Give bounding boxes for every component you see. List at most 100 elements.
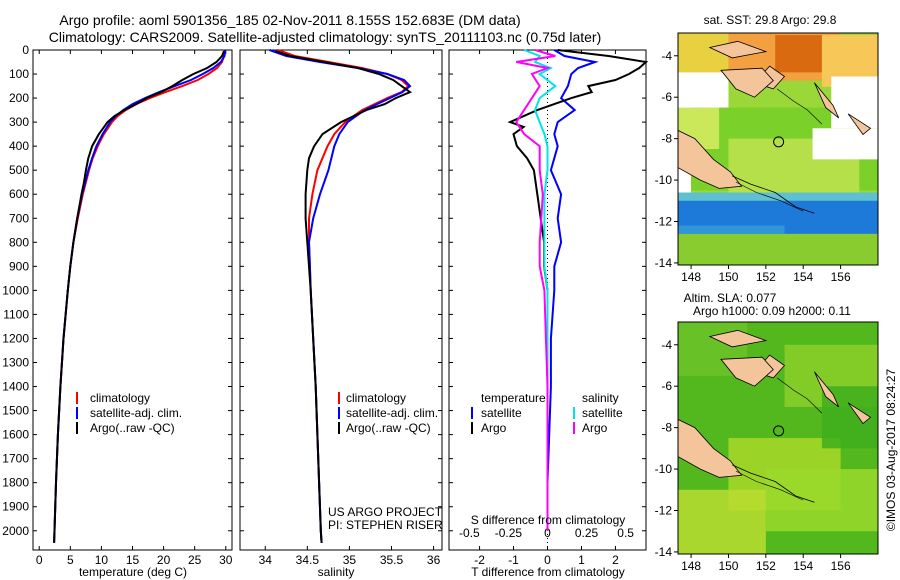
lon-tick-label: 156 [831,559,851,573]
depth-tick-label: 1500 [2,404,29,418]
sla-map-title-1: Altim. SLA: 0.077 [684,291,777,305]
series-line-argo-raw-qc- [53,50,225,543]
s-difference-axis-label: S difference from climatology [471,513,626,527]
depth-tick-label: 1300 [2,356,29,370]
depth-tick-label: 1400 [2,380,29,394]
sla-field-cell [765,469,878,532]
sla-field-cell [678,489,766,554]
temperature-legend: climatology satellite-adj. clim. Argo(..… [76,391,182,435]
lat-tick-label: -4 [661,338,672,352]
series-line-temperature-satellite [546,49,599,531]
x-tick-label: 35.5 [380,553,404,567]
difference-panel: -2 -1 0 1 2 -0.5 -0.25 0 0.25 0.5 [448,49,649,567]
lon-tick-label: 148 [681,270,701,284]
legend-salinity-title: salinity [582,391,619,405]
series-line-temperature-argo [507,49,649,531]
legend-label-argo: Argo(..raw -QC) [346,421,431,435]
depth-contour-line [735,470,804,501]
x-tick-label: 20 [157,553,171,567]
legend-label-t-argo: Argo [481,421,507,435]
lat-tick-label: -6 [661,379,672,393]
x-tick-label: 34 [259,553,273,567]
s-tick-label: 0.5 [617,526,634,540]
x-tick-label: -2 [474,553,485,567]
legend-label-s-satellite: satellite [582,406,623,420]
sst-field-cell [678,33,729,77]
depth-tick-label: 1900 [2,500,29,514]
legend-label-climatology: climatology [90,391,150,405]
land-polygon [720,356,774,387]
missing-data-patch [678,72,729,108]
x-tick-label: 2 [612,553,619,567]
lon-tick-label: 150 [718,559,738,573]
depth-tick-label: 500 [9,163,29,177]
legend-label-t-satellite: satellite [481,406,522,420]
land-polygon [708,40,768,59]
land-polygon [814,371,840,408]
series-line-salinity-satellite [523,49,557,531]
x-tick-label: -1 [508,553,519,567]
island-chain-line [732,464,815,503]
salinity-legend: climatology satellite-adj. clim. Argo(..… [338,391,438,435]
sst-field-cell [775,35,826,73]
depth-tick-label: 1000 [2,283,29,297]
series-line-argo-raw-qc- [274,50,413,543]
sla-map-title-2: Argo h1000: 0.09 h2000: 0.11 [693,304,851,318]
lat-tick-label: -12 [655,215,673,229]
s-tick-label: -0.25 [495,526,523,540]
x-tick-label: 1 [578,553,585,567]
title-line-2: Climatology: CARS2009. Satellite-adjuste… [49,29,602,45]
s-tick-label: 0 [544,526,551,540]
lat-tick-label: -8 [661,132,672,146]
depth-tick-label: 1200 [2,331,29,345]
legend-label-satellite: satellite-adj. clim. [90,406,182,420]
depth-tick-label: 1700 [2,452,29,466]
argo-float-marker [773,136,785,148]
depth-contour-line [776,88,823,125]
s-tick-label: 0.25 [575,526,599,540]
sst-map-title: sat. SST: 29.8 Argo: 29.8 [704,13,837,27]
imos-credit: ©IMOS 03-Aug-2017 08:24:27 [884,369,898,532]
series-line-climatology [53,49,226,543]
lon-tick-label: 150 [718,270,738,284]
sla-map-panel: 148 150 152 154 156 -4 -6 -8 -10 -12 -14 [655,321,879,573]
salinity-axis-label: salinity [318,565,355,579]
t-difference-axis-label: T difference from climatology [471,565,625,579]
depth-tick-label: 200 [9,91,29,105]
depth-tick-label: 400 [9,139,29,153]
land-polygon [678,129,743,189]
difference-legend: temperature satellite Argo salinity sate… [471,391,623,435]
x-tick-label: 36 [427,553,441,567]
legend-label-s-argo: Argo [582,421,608,435]
lon-tick-label: 148 [681,559,701,573]
series-line-salinity-argo [515,49,556,531]
argo-float-marker [773,425,785,437]
lat-tick-label: -10 [655,173,673,187]
land-polygon [847,113,872,136]
x-tick-label: 0 [544,553,551,567]
land-polygon [814,82,840,119]
x-tick-label: 35 [343,553,357,567]
sst-map-panel: 148 150 152 154 156 -4 -6 -8 -10 -12 -14 [655,32,879,284]
sst-field-cell [678,233,878,265]
missing-data-patch [812,128,878,160]
x-tick-label: 15 [126,553,140,567]
project-annotation: US ARGO PROJECT [328,505,443,519]
legend-temperature-title: temperature [481,391,546,405]
legend-label-climatology: climatology [346,391,406,405]
depth-tick-label: 300 [9,115,29,129]
x-tick-label: 5 [67,553,74,567]
s-tick-label: -0.5 [459,526,480,540]
land-polygon [708,329,768,348]
land-polygon [720,67,774,98]
lon-tick-label: 152 [756,559,776,573]
lat-tick-label: -6 [661,90,672,104]
lat-tick-label: -14 [655,256,673,270]
series-line-climatology [277,49,410,543]
lat-tick-label: -10 [655,462,673,476]
pi-annotation: PI: STEPHEN RISER [328,518,443,532]
depth-tick-label: 100 [9,67,29,81]
salinity-panel: 34 34.5 35 35.5 36 [239,49,443,567]
depth-tick-label: 1800 [2,476,29,490]
